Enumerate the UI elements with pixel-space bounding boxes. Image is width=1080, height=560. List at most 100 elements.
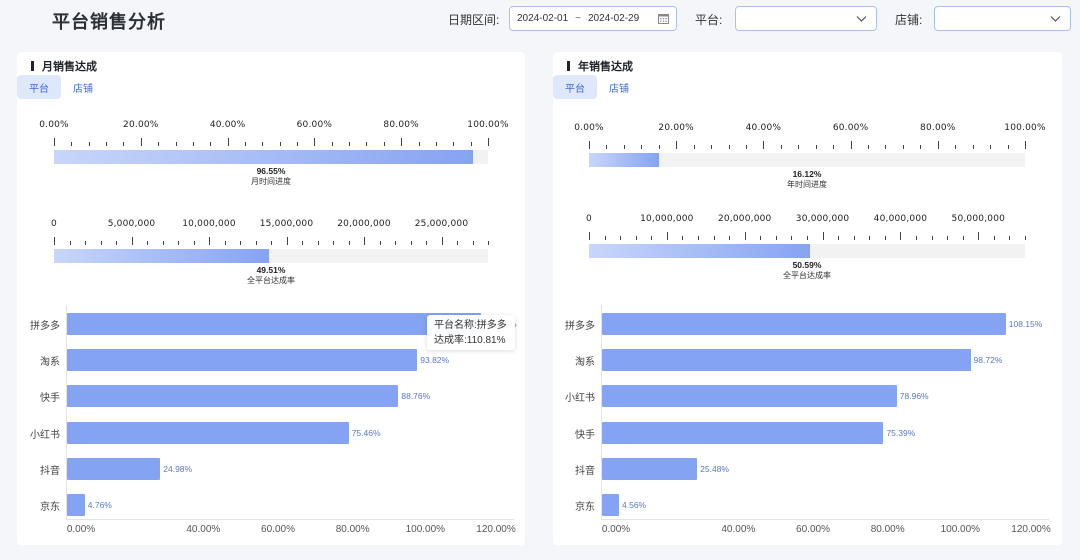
minor-tick [453,142,455,146]
tab-platform[interactable]: 平台 [553,75,597,99]
x-tick-label: 0.00% [601,524,631,535]
bar-value-label: 98.72% [973,355,1003,366]
minor-tick [815,145,817,149]
major-tick [763,141,765,149]
minor-tick [623,145,625,149]
minor-tick [379,241,381,245]
store-select[interactable] [934,6,1071,31]
yearly-tabs: 平台 店铺 [553,75,641,99]
bar[interactable] [602,421,884,444]
minor-tick [331,142,333,146]
minor-tick [279,142,281,146]
gauge-value: 49.51% [256,265,286,275]
date-range-picker[interactable]: 2024-02-01 ~ 2024-02-29 [509,6,677,31]
bar[interactable] [602,457,698,480]
minor-tick [348,241,350,245]
major-tick [54,138,55,146]
bar[interactable] [602,494,620,516]
gauge-tick-label: 100.00% [1004,123,1046,133]
major-tick [209,237,210,245]
x-tick-label: 60.00% [796,524,830,535]
minor-tick [990,145,992,149]
minor-tick [410,241,412,245]
minor-tick [620,236,622,240]
minor-tick [106,142,108,146]
bar[interactable] [602,385,897,408]
gauge-tick-label: 100.00% [467,120,509,130]
minor-tick [244,142,246,146]
minor-tick [224,241,226,245]
minor-tick [435,142,437,146]
x-tick-label: 100.00% [940,524,981,535]
minor-tick [955,145,957,149]
minor-tick [947,236,949,240]
minor-tick [791,236,793,240]
bar[interactable] [67,313,481,335]
gauge-tick-label: 0 [586,214,592,224]
platform-select[interactable] [735,6,877,31]
bar[interactable] [67,457,161,480]
x-tick-label: 80.00% [870,524,905,535]
gauge-tick-label: 20,000,000 [337,219,391,229]
gauge-caption: 月时间进度 [251,177,291,186]
gauge-tick-label: 5,000,000 [107,219,156,229]
minor-tick [418,142,420,146]
minor-tick [255,241,257,245]
major-tick [401,138,403,146]
tab-store[interactable]: 店铺 [73,83,93,95]
gauge-fill [589,244,810,258]
bar[interactable] [67,421,349,444]
minor-tick [297,142,299,146]
gauge-track [589,244,1025,258]
tab-platform[interactable]: 平台 [17,75,61,99]
bar-value-label: 4.56% [622,500,647,510]
category-label: 抖音 [40,465,60,477]
date-separator: ~ [575,13,581,24]
major-tick [937,141,939,149]
minor-tick [457,241,458,245]
minor-tick [426,241,427,245]
bar[interactable] [67,385,399,408]
chart-tooltip: 平台名称:拼多多 达成率:110.81% [427,315,515,350]
monthly-platform-bar-chart: 拼多多110.81%淘系93.82%快手88.76%小红书75.46%抖音24.… [17,302,525,542]
minor-tick [178,241,179,245]
bar[interactable] [67,349,418,372]
minor-tick [158,142,160,146]
minor-tick [920,145,922,149]
gauge-fill [54,249,269,263]
yearly-sales-card: 年销售达成 平台 店铺 16.12% 年时间进度 0.00% 20.00% 40.0… [553,52,1062,545]
gauge-tick-label: 80.00% [383,120,419,130]
calendar-icon[interactable] [658,13,669,24]
minor-tick [972,145,974,149]
x-tick-label: 80.00% [335,524,370,535]
category-label: 快手 [575,429,595,441]
bar[interactable] [67,494,85,516]
tab-store[interactable]: 店铺 [609,83,629,95]
chevron-down-icon[interactable] [1050,15,1061,23]
date-start-value[interactable]: 2024-02-01 [517,13,569,24]
gauge-tick-label: 20,000,000 [717,214,772,224]
x-tick-label: 120.00% [476,524,516,535]
minor-tick [383,142,385,146]
minor-tick [240,241,241,245]
category-label: 抖音 [575,465,595,477]
page-title: 平台销售分析 [52,12,166,33]
major-tick [314,138,316,146]
date-range-label: 日期区间: [448,13,500,27]
major-tick [1025,141,1026,149]
minor-tick [100,241,102,245]
y-axis-line [601,305,602,520]
chevron-down-icon[interactable] [856,15,867,23]
x-axis-line [66,519,514,520]
major-tick [589,141,590,149]
minor-tick [123,142,125,146]
minor-tick [193,241,195,245]
minor-tick [962,236,964,240]
minor-tick [869,236,871,240]
minor-tick [693,145,695,149]
date-end-value[interactable]: 2024-02-29 [588,13,640,24]
bar[interactable] [602,349,971,372]
bar[interactable] [602,313,1006,335]
major-tick [131,237,133,245]
minor-tick [651,236,653,240]
